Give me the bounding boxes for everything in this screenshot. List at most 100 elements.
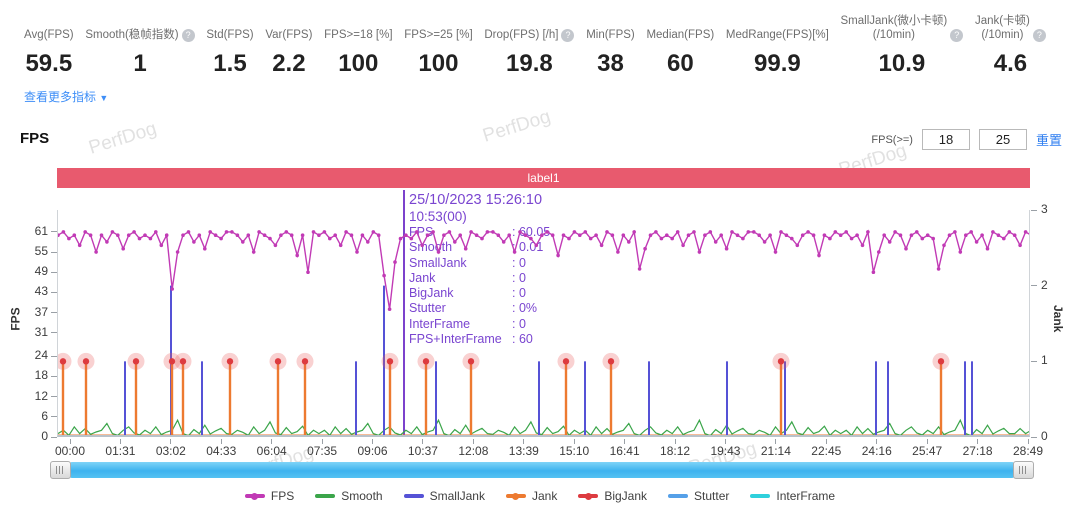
stat-value: 38	[597, 50, 624, 77]
legend-swatch	[668, 494, 689, 498]
time-axis-tick	[876, 439, 878, 444]
stat-label-text: FPS>=25 [%]	[404, 29, 473, 41]
fps-axis-tick	[51, 251, 57, 253]
fps-axis-tick-label: 43	[34, 284, 48, 299]
stat-label: MedRange(FPS)[%]	[726, 12, 829, 42]
stat-label: Avg(FPS)	[24, 12, 74, 42]
time-axis-tick-label: 13:39	[508, 444, 539, 458]
stat-smooth: Smooth(稳帧指数)? 1	[85, 12, 195, 78]
legend-dot	[584, 492, 592, 500]
time-axis-tick-label: 18:12	[660, 444, 691, 458]
legend-swatch	[244, 492, 265, 500]
legend-item-stutter[interactable]: Stutter	[668, 489, 729, 503]
time-axis-tick	[926, 439, 928, 444]
stat-drop-fps-h: Drop(FPS) [/h]? 19.8	[484, 12, 575, 78]
stat-label-text: Std(FPS)	[206, 29, 254, 41]
chart-svg	[58, 229, 1029, 435]
legend-item-fps[interactable]: FPS	[244, 489, 294, 503]
legend-label: InterFrame	[776, 489, 836, 503]
legend-dot	[251, 492, 259, 500]
jank-axis-tick	[1031, 209, 1037, 211]
tooltip-row-jank: Jank: 0	[409, 271, 550, 286]
stat-label-text: Avg(FPS)	[24, 29, 74, 41]
time-axis-tick-label: 03:02	[155, 444, 186, 458]
legend-item-bigjank[interactable]: BigJank	[578, 489, 647, 503]
scrollbar-right-handle[interactable]	[1013, 461, 1034, 479]
tooltip-row-value: : 0	[512, 316, 526, 331]
tooltip-row-smalljank: SmallJank: 0	[409, 256, 550, 271]
tooltip-row-interframe: InterFrame: 0	[409, 317, 550, 332]
stat-fps-18: FPS>=18 [%] 100	[324, 12, 392, 78]
fps-axis-tick-label: 49	[34, 264, 48, 279]
jank-axis-tick-label: 1	[1041, 353, 1048, 368]
fps-chart-plot-area[interactable]	[57, 210, 1030, 437]
stat-median-fps: Median(FPS) 60	[646, 12, 714, 78]
stat-value: 100	[418, 50, 459, 77]
grip-icon	[56, 466, 65, 474]
stats-row: Avg(FPS) 59.5 Smooth(稳帧指数)? 1 Std(FPS) 1.5 Var…	[24, 12, 1046, 78]
legend-label: BigJank	[604, 489, 648, 503]
legend-dot	[512, 492, 520, 500]
stat-value: 100	[338, 50, 379, 77]
legend-label: SmallJank	[429, 489, 485, 503]
stat-label-text: Median(FPS)	[646, 29, 715, 41]
stat-label-text: Min(FPS)	[586, 29, 635, 41]
tooltip-row-bigjank: BigJank: 0	[409, 286, 550, 301]
chevron-down-icon: ▼	[99, 93, 109, 103]
stat-min-fps: Min(FPS) 38	[586, 12, 635, 78]
reset-link[interactable]: 重置	[1035, 133, 1062, 148]
time-axis-tick	[170, 439, 172, 444]
help-icon[interactable]: ?	[950, 29, 964, 42]
fps-axis-tick	[51, 355, 57, 357]
fps-threshold-high-input[interactable]	[978, 129, 1027, 150]
legend-item-smooth[interactable]: Smooth	[315, 489, 383, 503]
fps-threshold-low-input[interactable]	[921, 129, 970, 150]
tooltip-row-value: : 0	[512, 286, 526, 301]
scrollbar-track[interactable]	[70, 462, 1014, 478]
fps-axis-tick-label: 61	[34, 223, 48, 238]
time-axis-tick-label: 22:45	[811, 444, 842, 458]
time-axis-tick-label: 04:33	[206, 444, 237, 458]
time-axis-tick	[472, 439, 474, 444]
time-axis-tick-label: 21:14	[760, 444, 791, 458]
chart-crosshair-line	[403, 190, 405, 437]
show-more-metrics-label: 查看更多指标	[24, 90, 97, 104]
time-axis-tick	[775, 439, 777, 444]
stat-value: 2.2	[272, 50, 306, 77]
jank-axis-tick	[1031, 285, 1037, 287]
time-axis-tick-label: 01:31	[105, 444, 136, 458]
stat-label-text: Drop(FPS) [/h]	[484, 29, 559, 41]
stat-label-text: Var(FPS)	[265, 29, 313, 41]
label-banner[interactable]: label1	[57, 168, 1030, 188]
help-icon[interactable]: ?	[1032, 29, 1046, 42]
help-icon[interactable]: ?	[181, 29, 195, 42]
jank-axis-tick-label: 0	[1041, 429, 1048, 443]
tooltip-elapsed-time: 10:53(00)	[409, 209, 467, 224]
time-axis-tick	[220, 439, 222, 444]
tooltip-datetime: 25/10/2023 15:26:10	[409, 192, 543, 208]
stat-avg-fps: Avg(FPS) 59.5	[24, 12, 74, 78]
legend-item-smalljank[interactable]: SmallJank	[403, 489, 485, 503]
stat-jank: Jank(卡顿) (/10min)? 4.6	[975, 12, 1046, 78]
stat-value: 99.9	[754, 50, 801, 77]
time-axis-tick	[119, 439, 121, 444]
fps-axis-tick-label: 0	[41, 429, 48, 443]
legend-item-jank[interactable]: Jank	[505, 489, 557, 503]
time-axis-tick-label: 19:43	[710, 444, 741, 458]
tooltip-row-stutter: Stutter: 0%	[409, 301, 550, 316]
show-more-metrics-link[interactable]: 查看更多指标 ▼	[24, 88, 108, 105]
stat-label-text: MedRange(FPS)[%]	[725, 29, 829, 41]
time-axis-tick-label: 24:16	[861, 444, 892, 458]
stat-fps-25: FPS>=25 [%] 100	[404, 12, 472, 78]
stat-value: 59.5	[25, 50, 73, 77]
legend-swatch	[578, 492, 599, 500]
scrollbar-left-handle[interactable]	[50, 461, 71, 479]
stat-label-text: FPS>=18 [%]	[324, 29, 393, 41]
time-axis-tick-label: 25:47	[912, 444, 943, 458]
stat-label-text: Smooth(稳帧指数)	[85, 29, 179, 41]
legend-item-interframe[interactable]: InterFrame	[750, 489, 835, 503]
time-axis-tick	[271, 439, 273, 444]
tooltip-row-value: : 0	[512, 255, 526, 270]
help-icon[interactable]: ?	[561, 29, 575, 42]
fps-axis-tick	[51, 231, 57, 233]
